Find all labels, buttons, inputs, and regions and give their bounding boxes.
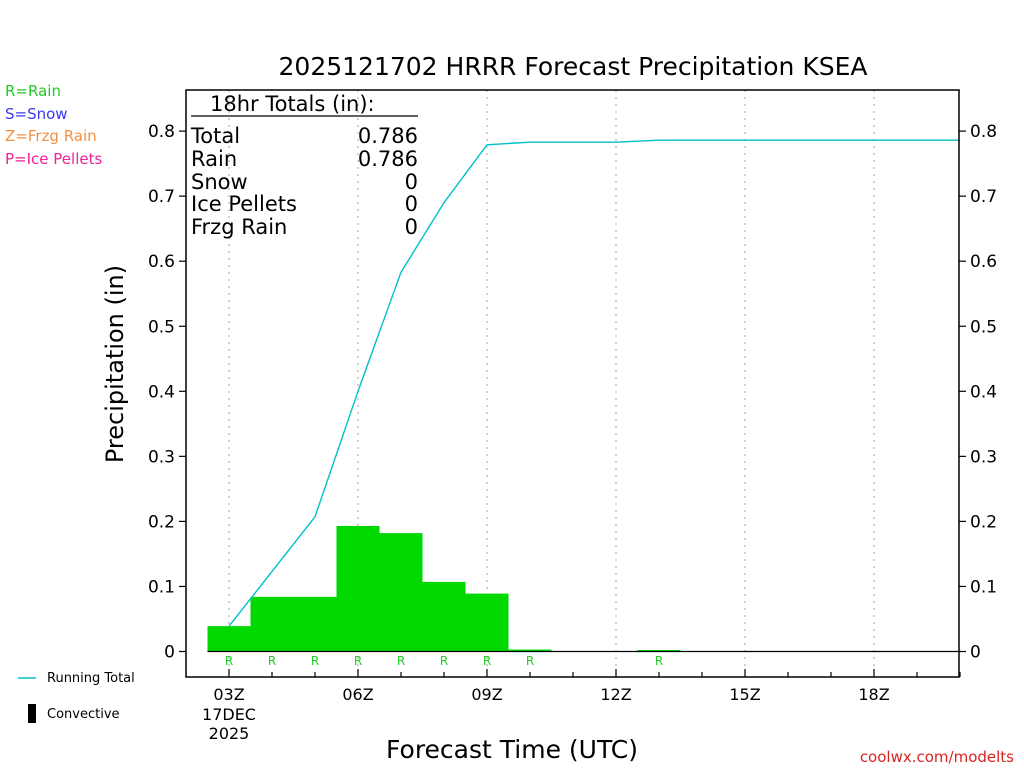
right-y-axis: 0 0.1 0.2 0.3 0.4 0.5 0.6 0.7 0.8: [959, 122, 997, 663]
ytick-label-left-0.6: 0.6: [148, 252, 175, 272]
xtick-label-03Z: 03Z: [213, 685, 244, 704]
ytick-label-right-0.5: 0.5: [970, 317, 997, 337]
convective-legend-label: Convective: [47, 707, 120, 722]
y-axis-label: Precipitation (in): [101, 265, 129, 463]
legend-ice-pellets-code: P=Ice Pellets: [5, 150, 102, 168]
precip-bar-5: [293, 596, 337, 652]
xtick-label-18Z: 18Z: [858, 685, 889, 704]
ytick-label-left-0: 0: [164, 643, 175, 663]
totals-snow-value: 0: [405, 170, 418, 194]
plot-frame: [185, 89, 960, 678]
precip-type-legend: R=Rain S=Snow Z=Frzg Rain P=Ice Pellets: [5, 82, 102, 168]
ytick-label-right-0: 0: [970, 643, 981, 663]
hourly-precip-bars: [207, 525, 681, 652]
series-legend: Running Total Convective: [18, 671, 135, 723]
ytick-label-right-0.6: 0.6: [970, 252, 997, 272]
running-total-line: [228, 139, 960, 627]
ytick-label-right-0.8: 0.8: [970, 122, 997, 142]
xtick-label-06Z: 06Z: [342, 685, 373, 704]
ytick-label-left-0.7: 0.7: [148, 187, 175, 207]
totals-total-value: 0.786: [358, 124, 418, 148]
xtick-year-label: 2025: [209, 724, 250, 743]
type-marker-7: R: [397, 654, 405, 668]
totals-box: 18hr Totals (in): Total 0.786 Rain 0.786…: [190, 92, 418, 239]
ytick-label-left-0.4: 0.4: [148, 382, 175, 402]
xtick-date-label: 17DEC: [202, 705, 256, 724]
ytick-label-right-0.1: 0.1: [970, 577, 997, 597]
xtick-label-15Z: 15Z: [729, 685, 760, 704]
ytick-label-right-0.3: 0.3: [970, 447, 997, 467]
type-marker-8: R: [440, 654, 448, 668]
ytick-label-right-0.7: 0.7: [970, 187, 997, 207]
type-marker-5: R: [311, 654, 319, 668]
totals-ice-pellets-label: Ice Pellets: [191, 192, 297, 216]
type-marker-6: R: [354, 654, 362, 668]
precip-bar-13: [637, 650, 681, 652]
vertical-gridlines: [228, 90, 875, 677]
totals-rain-value: 0.786: [358, 147, 418, 171]
ytick-label-left-0.2: 0.2: [148, 512, 175, 532]
xtick-label-09Z: 09Z: [471, 685, 502, 704]
precip-bar-6: [336, 525, 380, 652]
type-marker-10: R: [526, 654, 534, 668]
totals-frzg-rain-label: Frzg Rain: [191, 215, 287, 239]
source-credit: coolwx.com/modelts: [860, 748, 1014, 766]
totals-heading: 18hr Totals (in):: [210, 92, 375, 116]
left-y-axis: 0 0.1 0.2 0.3 0.4 0.5 0.6 0.7 0.8: [148, 122, 186, 663]
ytick-label-left-0.8: 0.8: [148, 122, 175, 142]
convective-legend-swatch: [28, 704, 36, 723]
totals-snow-label: Snow: [191, 170, 248, 194]
type-marker-9: R: [483, 654, 491, 668]
precip-bar-3: [207, 626, 251, 652]
type-marker-4: R: [268, 654, 276, 668]
totals-total-label: Total: [190, 124, 240, 148]
type-marker-3: R: [225, 654, 233, 668]
legend-snow-code: S=Snow: [5, 105, 68, 123]
precip-bar-4: [250, 596, 294, 652]
precip-bar-8: [422, 581, 466, 652]
legend-frzg-rain-code: Z=Frzg Rain: [5, 127, 97, 145]
running-total-legend-label: Running Total: [47, 671, 135, 686]
chart-title: 2025121702 HRRR Forecast Precipitation K…: [279, 52, 868, 81]
totals-frzg-rain-value: 0: [405, 215, 418, 239]
ytick-label-left-0.1: 0.1: [148, 577, 175, 597]
ytick-label-left-0.3: 0.3: [148, 447, 175, 467]
precip-bar-9: [465, 593, 509, 652]
ytick-label-right-0.4: 0.4: [970, 382, 997, 402]
precip-bar-7: [379, 533, 423, 652]
ytick-label-right-0.2: 0.2: [970, 512, 997, 532]
totals-ice-pellets-value: 0: [405, 192, 418, 216]
type-marker-13: R: [655, 654, 663, 668]
legend-rain-code: R=Rain: [5, 82, 61, 100]
totals-rain-label: Rain: [191, 147, 237, 171]
x-axis-label: Forecast Time (UTC): [386, 735, 638, 764]
ytick-label-left-0.5: 0.5: [148, 317, 175, 337]
precip-bar-10: [508, 649, 552, 652]
xtick-label-12Z: 12Z: [600, 685, 631, 704]
